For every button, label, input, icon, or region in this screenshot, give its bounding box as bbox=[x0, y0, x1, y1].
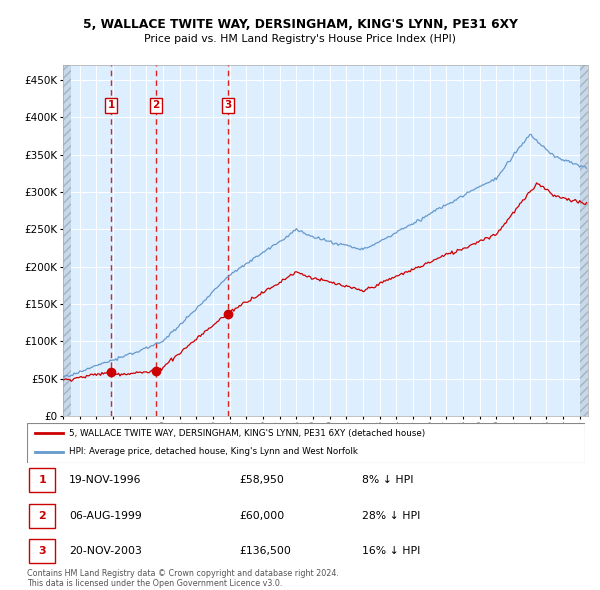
Bar bbox=[580, 65, 588, 416]
Text: 20-NOV-2003: 20-NOV-2003 bbox=[69, 546, 142, 556]
Text: 19-NOV-1996: 19-NOV-1996 bbox=[69, 476, 142, 485]
Text: £136,500: £136,500 bbox=[239, 546, 291, 556]
Text: 16% ↓ HPI: 16% ↓ HPI bbox=[362, 546, 420, 556]
FancyBboxPatch shape bbox=[27, 423, 585, 463]
FancyBboxPatch shape bbox=[29, 504, 55, 527]
Text: Price paid vs. HM Land Registry's House Price Index (HPI): Price paid vs. HM Land Registry's House … bbox=[144, 34, 456, 44]
Text: 1: 1 bbox=[38, 476, 46, 485]
Text: 06-AUG-1999: 06-AUG-1999 bbox=[69, 511, 142, 520]
Text: 28% ↓ HPI: 28% ↓ HPI bbox=[362, 511, 420, 520]
Text: 5, WALLACE TWITE WAY, DERSINGHAM, KING'S LYNN, PE31 6XY: 5, WALLACE TWITE WAY, DERSINGHAM, KING'S… bbox=[83, 18, 517, 31]
Text: 2: 2 bbox=[38, 511, 46, 520]
Text: Contains HM Land Registry data © Crown copyright and database right 2024.
This d: Contains HM Land Registry data © Crown c… bbox=[27, 569, 339, 588]
Bar bbox=[63, 65, 71, 416]
FancyBboxPatch shape bbox=[29, 539, 55, 563]
Text: 5, WALLACE TWITE WAY, DERSINGHAM, KING'S LYNN, PE31 6XY (detached house): 5, WALLACE TWITE WAY, DERSINGHAM, KING'S… bbox=[69, 428, 425, 438]
Text: 2: 2 bbox=[152, 100, 160, 110]
FancyBboxPatch shape bbox=[29, 468, 55, 492]
Text: 1: 1 bbox=[107, 100, 115, 110]
Text: HPI: Average price, detached house, King's Lynn and West Norfolk: HPI: Average price, detached house, King… bbox=[69, 447, 358, 457]
Text: £60,000: £60,000 bbox=[239, 511, 284, 520]
Text: 8% ↓ HPI: 8% ↓ HPI bbox=[362, 476, 413, 485]
Text: 3: 3 bbox=[38, 546, 46, 556]
Text: 3: 3 bbox=[224, 100, 232, 110]
Text: £58,950: £58,950 bbox=[239, 476, 284, 485]
